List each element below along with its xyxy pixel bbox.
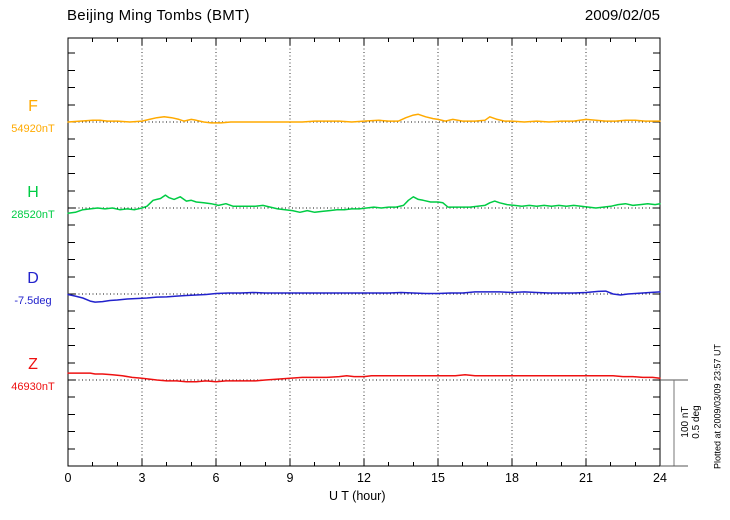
series-letter-d: D bbox=[27, 270, 39, 287]
scale-bar-label-nt: 100 nT bbox=[680, 406, 691, 438]
series-letter-f: F bbox=[28, 98, 38, 115]
series-baseline-h: 28520nT bbox=[11, 209, 55, 221]
x-tick-label: 21 bbox=[579, 471, 593, 485]
trace-d bbox=[67, 290, 661, 303]
plotted-at-note: Plotted at 2009/03/09 23:57 UT bbox=[712, 343, 723, 470]
scale-bar-label: 100 nT 0.5 deg bbox=[680, 399, 704, 445]
trace-f bbox=[67, 113, 661, 124]
trace-h bbox=[67, 194, 661, 214]
x-axis-tick-labels: 0 3 6 9 12 15 18 21 24 bbox=[0, 471, 730, 486]
x-tick-label: 12 bbox=[357, 471, 371, 485]
x-tick-label: 0 bbox=[64, 471, 72, 485]
x-tick-label: 18 bbox=[505, 471, 519, 485]
series-label-d: D -7.5deg bbox=[2, 271, 64, 307]
series-baseline-f: 54920nT bbox=[11, 123, 55, 135]
x-axis-label: U T (hour) bbox=[329, 489, 386, 503]
series-baseline-d: -7.5deg bbox=[14, 295, 52, 307]
x-tick-label: 6 bbox=[212, 471, 220, 485]
observation-date: 2009/02/05 bbox=[584, 7, 660, 24]
trace-z bbox=[67, 372, 661, 383]
x-tick-label: 3 bbox=[138, 471, 146, 485]
series-label-z: Z 46930nT bbox=[2, 357, 64, 393]
page-title: Beijing Ming Tombs (BMT) bbox=[67, 7, 250, 24]
x-tick-label: 24 bbox=[653, 471, 667, 485]
series-baseline-z: 46930nT bbox=[11, 381, 55, 393]
x-tick-label: 15 bbox=[431, 471, 445, 485]
series-letter-h: H bbox=[27, 184, 39, 201]
scale-bar-label-deg: 0.5 deg bbox=[691, 405, 702, 439]
series-label-h: H 28520nT bbox=[2, 185, 64, 221]
series-letter-z: Z bbox=[28, 356, 38, 373]
x-tick-label: 9 bbox=[286, 471, 294, 485]
series-label-f: F 54920nT bbox=[2, 99, 64, 135]
